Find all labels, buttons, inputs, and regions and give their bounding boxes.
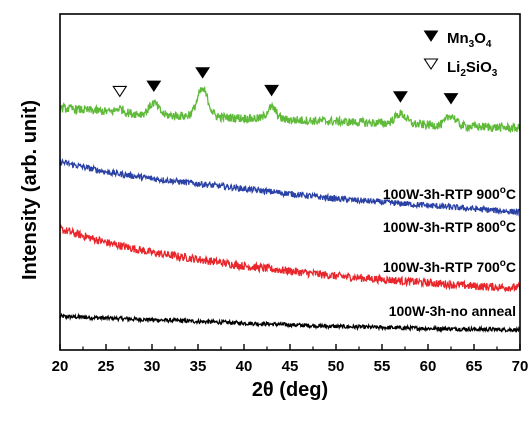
mn3o4-marker-4: [392, 91, 408, 103]
series-line-2: [59, 157, 521, 217]
x-tick-label-30: 30: [144, 358, 161, 375]
series-label-0: 100W-3h-no anneal: [389, 303, 516, 319]
peak-markers: [112, 67, 459, 105]
series-label-1: 100W-3h-RTP 700oC: [383, 258, 516, 275]
series-label-3: 100W-3h-RTP 900oC: [383, 185, 516, 202]
legend-open-triangle: [423, 58, 439, 71]
x-tick-label-60: 60: [420, 358, 437, 375]
series-line-3: [59, 85, 521, 134]
series-line-0: [59, 312, 521, 334]
legend-label-0: Mn3O4: [447, 30, 492, 50]
series-layer: [59, 85, 521, 334]
x-tick-label-40: 40: [236, 358, 253, 375]
mn3o4-marker-3: [264, 84, 280, 97]
x-tick-label-25: 25: [98, 358, 115, 375]
x-tick-label-50: 50: [328, 358, 345, 375]
x-axis-title: 2θ (deg): [252, 379, 328, 401]
li2sio3-marker-0: [112, 85, 128, 98]
x-tick-label-20: 20: [52, 358, 69, 375]
series-labels: 100W-3h-no anneal 100W-3h-RTP 700oC 100W-3…: [383, 185, 516, 319]
x-tick-label-55: 55: [374, 358, 391, 375]
mn3o4-marker-2: [195, 67, 211, 79]
mn3o4-marker-5: [443, 93, 459, 105]
x-tick-label-45: 45: [282, 358, 299, 375]
mn3o4-marker-1: [146, 80, 162, 93]
legend-label-1: Li2SiO3: [447, 59, 498, 79]
legend: Mn3O4 Li2SiO3: [423, 30, 498, 79]
x-axis-ticks: 20 25 30 35 40 45 50 55 60 65 70: [52, 344, 529, 375]
x-tick-label-70: 70: [512, 358, 529, 375]
y-axis-title: Intensity (arb. unit): [19, 100, 41, 280]
x-tick-label-35: 35: [190, 358, 207, 375]
series-label-2: 100W-3h-RTP 800oC: [383, 218, 516, 235]
legend-filled-triangle: [423, 30, 439, 42]
x-tick-label-65: 65: [466, 358, 483, 375]
series-line-1: [59, 223, 521, 293]
